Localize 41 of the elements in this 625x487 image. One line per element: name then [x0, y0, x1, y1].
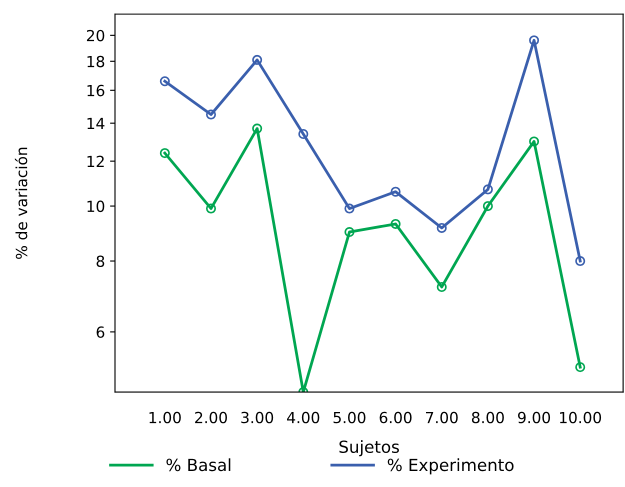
point [436, 282, 447, 292]
x-tick-label: 3.00 [241, 412, 274, 424]
point [482, 201, 493, 212]
point [344, 227, 354, 238]
point [436, 222, 447, 233]
point [390, 218, 401, 229]
point [298, 128, 308, 139]
point [529, 35, 540, 46]
point [160, 76, 170, 86]
point [206, 204, 216, 214]
x-tick-label: 6.00 [380, 412, 412, 424]
x-tick-label: 7.00 [426, 412, 458, 424]
point [529, 136, 540, 146]
y-tick-label: 10 [88, 200, 104, 212]
point [390, 186, 401, 197]
y-tick-label: 20 [86, 30, 104, 42]
x-tick-label: 8.00 [472, 412, 504, 424]
legend-label: % Basal [166, 458, 230, 472]
y-tick-label: 8 [96, 256, 104, 268]
point [252, 54, 262, 65]
point [344, 204, 354, 214]
y-tick-label: 12 [88, 156, 104, 167]
y-axis-title: % de variación [14, 148, 28, 259]
x-tick-label: 2.00 [195, 412, 227, 424]
y-tick-label: 14 [88, 118, 104, 130]
x-tick-label: 9.00 [518, 412, 550, 424]
point [160, 148, 170, 158]
x-tick-label: 4.00 [287, 412, 320, 424]
point [575, 256, 586, 266]
y-tick-label: 6 [96, 326, 104, 338]
x-tick-label: 5.00 [334, 412, 366, 424]
point [206, 110, 216, 120]
point [575, 362, 586, 372]
x-tick-label: 10.00 [560, 412, 602, 424]
x-axis-title: Sujetos [339, 440, 399, 456]
y-tick-label: 18 [88, 56, 104, 68]
point [482, 184, 493, 194]
legend-label: % Experimento [388, 458, 514, 474]
point [252, 124, 262, 134]
x-tick-label: 1.00 [150, 412, 181, 424]
y-tick-label: 16 [88, 84, 104, 96]
